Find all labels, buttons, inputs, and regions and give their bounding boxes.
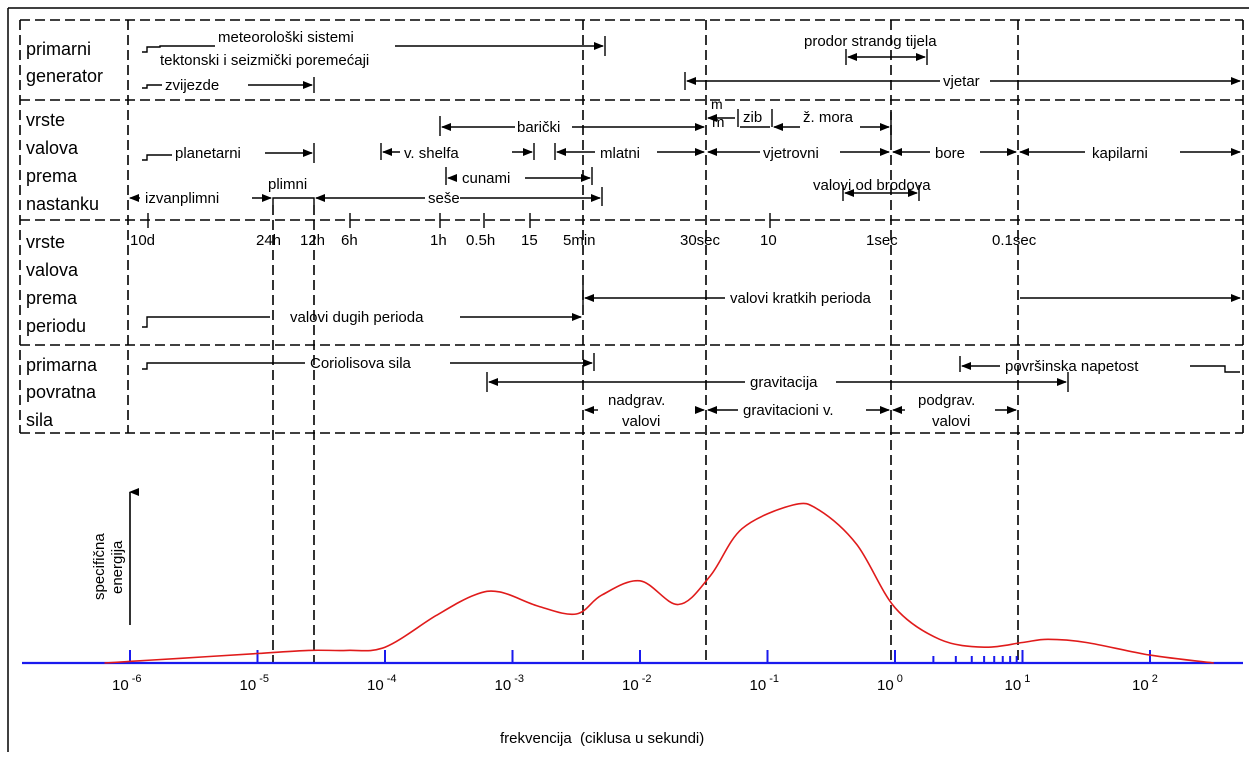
section-label-origin-1: vrste	[26, 110, 65, 130]
section-label-force-3: sila	[26, 410, 54, 430]
period-tick-5min: 5min	[563, 232, 596, 249]
period-tick-marks	[147, 213, 771, 228]
label-planetary: planetarni	[175, 145, 241, 162]
period-tick-30sec: 30sec	[680, 232, 721, 249]
period-tick-10d: 10d	[130, 232, 155, 249]
label-capillary: kapilarni	[1092, 145, 1148, 162]
x-tick-label: 10 -5	[240, 673, 270, 694]
label-surface-tension: površinska napetost	[1005, 358, 1139, 375]
x-major-ticks	[129, 650, 1151, 663]
period-tick-24h: 24h	[256, 232, 281, 249]
label-mlatni: mlatni	[600, 145, 640, 162]
label-seiche: seše	[428, 190, 460, 207]
section-label-period-4: periodu	[26, 316, 86, 336]
period-tick-6h: 6h	[341, 232, 358, 249]
period-tick-0-5h: 0.5h	[466, 232, 495, 249]
generator-ranges	[142, 36, 1241, 93]
period-tick-15: 15	[521, 232, 538, 249]
label-long-period: valovi dugih perioda	[290, 309, 424, 326]
period-tick-0-1sec: 0.1sec	[992, 232, 1037, 249]
x-tick-label: 10 2	[1132, 673, 1158, 694]
label-wind-waves: vjetrovni	[763, 145, 819, 162]
x-tick-label: 10 0	[877, 673, 903, 694]
label-tectonic: tektonski i seizmički poremećaji	[160, 52, 369, 69]
label-tsunami: cunami	[462, 170, 510, 187]
x-minor-ticks	[932, 656, 1018, 663]
section-label-force-2: povratna	[26, 382, 97, 402]
label-subgrav-1: podgrav.	[918, 392, 975, 409]
section-label-force-1: primarna	[26, 355, 98, 375]
label-wind: vjetar	[943, 73, 980, 90]
force-ranges	[142, 353, 1240, 414]
period-ranges	[142, 285, 1241, 328]
section-label-origin-4: nastanku	[26, 194, 99, 214]
x-axis-label: frekvencija (ciklusa u sekundi)	[500, 730, 704, 747]
section-label-generator-1: primarni	[26, 39, 91, 59]
energy-chart: specifična energija 10 -6 10 -5 10 -4 10 -3…	[22, 488, 1243, 747]
section-label-period-1: vrste	[26, 232, 65, 252]
energy-curve	[104, 502, 1214, 664]
period-dividers	[272, 20, 1019, 663]
label-m-bottom: m	[712, 114, 725, 131]
label-extratidal: izvanplimni	[145, 190, 219, 207]
table-frame	[19, 19, 1244, 434]
page-border	[7, 7, 1249, 752]
label-m-top: m	[711, 96, 723, 112]
y-axis-label-2: energija	[109, 540, 126, 594]
label-grav-waves: gravitacioni v.	[743, 402, 834, 419]
label-supergrav-1: nadgrav.	[608, 392, 665, 409]
period-tick-1h: 1h	[430, 232, 447, 249]
origin-ranges	[129, 109, 1241, 206]
period-tick-10: 10	[760, 232, 777, 249]
x-tick-labels: 10 -6 10 -5 10 -4 10 -3 10 -2 10 -1 10 0 10 1 10…	[112, 673, 1158, 694]
label-tidal: plimni	[268, 176, 307, 193]
x-tick-label: 10 1	[1005, 673, 1031, 694]
label-sea: ž. mora	[803, 109, 854, 126]
section-label-origin-2: valova	[26, 138, 79, 158]
x-tick-label: 10 -3	[495, 673, 525, 694]
label-shelf: v. shelfa	[404, 145, 459, 162]
label-ship-waves: valovi od brodova	[813, 177, 931, 194]
section-label-origin-3: prema	[26, 166, 78, 186]
label-stars: zvijezde	[165, 77, 219, 94]
label-short-period: valovi kratkih perioda	[730, 290, 872, 307]
x-tick-label: 10 -6	[112, 673, 142, 694]
period-tick-1sec: 1sec	[866, 232, 898, 249]
label-baric: barički	[517, 119, 560, 136]
y-axis-label-1: specifična	[91, 533, 108, 600]
section-label-generator-2: generator	[26, 66, 103, 86]
period-tick-12h: 12h	[300, 232, 325, 249]
label-meteo: meteorološki sistemi	[218, 29, 354, 46]
label-ripples: bore	[935, 145, 965, 162]
x-tick-label: 10 -4	[367, 673, 397, 694]
x-tick-label: 10 -1	[750, 673, 780, 694]
section-label-period-3: prema	[26, 288, 78, 308]
label-zib: zib	[743, 109, 762, 126]
label-foreign-body: prodor stranog tijela	[804, 33, 937, 50]
section-label-period-2: valova	[26, 260, 79, 280]
label-supergrav-2: valovi	[622, 413, 660, 430]
label-gravity: gravitacija	[750, 374, 818, 391]
label-subgrav-2: valovi	[932, 413, 970, 430]
label-coriolis: Coriolisova sila	[310, 355, 412, 372]
x-tick-label: 10 -2	[622, 673, 652, 694]
